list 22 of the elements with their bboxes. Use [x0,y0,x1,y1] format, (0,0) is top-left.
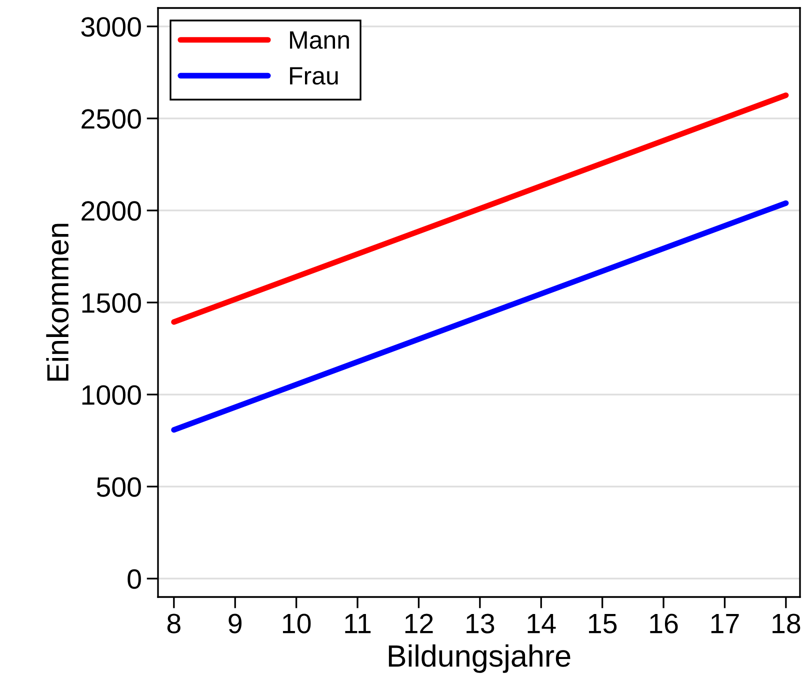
y-tick-label: 1500 [82,293,141,313]
x-tick-label: 17 [711,614,739,634]
x-tick-label: 18 [772,614,800,634]
x-tick-label: 8 [167,614,180,634]
x-tick-label: 11 [345,614,371,634]
x-tick-label: 12 [405,614,433,634]
x-tick-label: 16 [650,614,678,634]
y-tick-label: 2000 [82,201,141,221]
x-tick-label: 14 [528,614,556,634]
y-tick-label: 2500 [82,109,141,129]
y-tick-label: 3000 [81,17,141,37]
y-tick-label: 0 [128,569,141,589]
x-axis-title: Bildungsjahre [388,644,570,673]
legend-label: Mann [290,31,349,49]
x-tick-label: 10 [282,614,311,634]
y-axis-title: Einkommen [46,224,69,381]
y-tick-label: 500 [96,477,141,497]
x-tick-label: 9 [228,614,242,634]
y-tick-label: 1000 [82,385,141,405]
x-tick-label: 13 [466,614,494,634]
legend-label: Frau [290,67,338,85]
x-tick-label: 15 [588,614,617,634]
